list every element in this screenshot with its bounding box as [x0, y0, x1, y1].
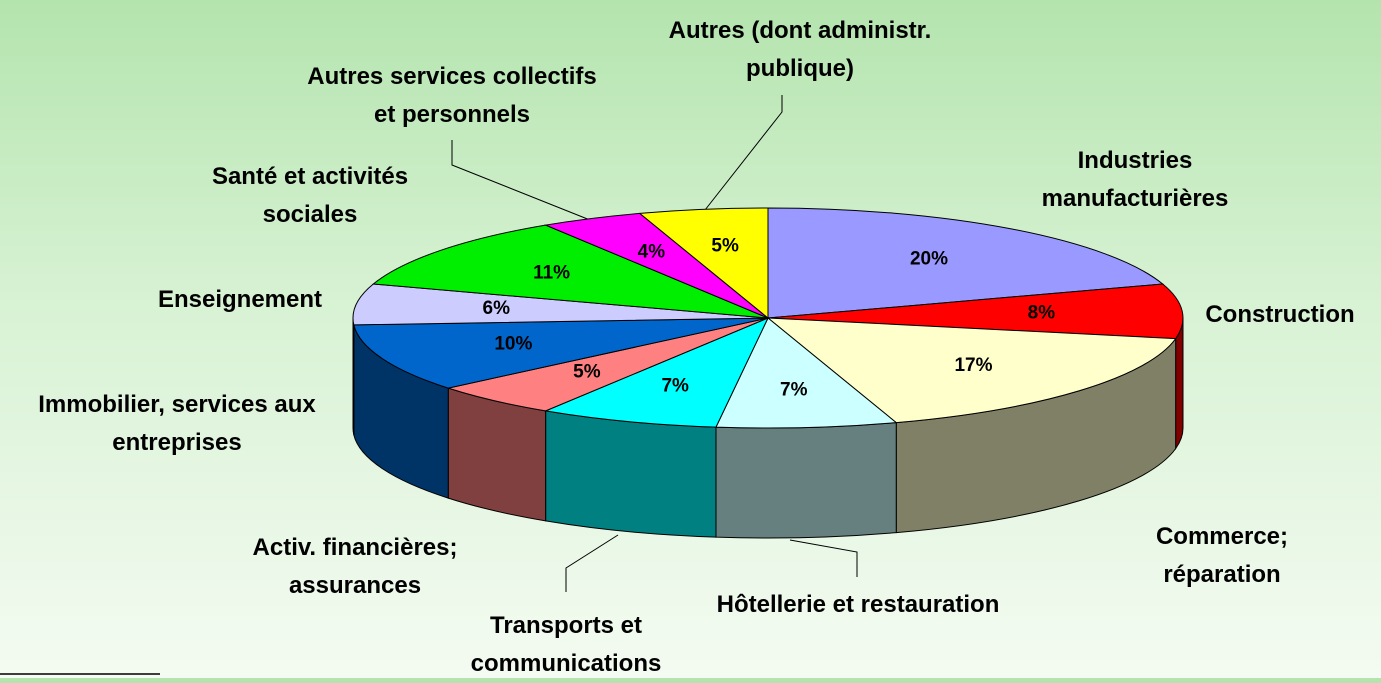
- value-label: 7%: [661, 375, 689, 396]
- slice: [543, 317, 770, 428]
- slice-side: [545, 410, 717, 538]
- leader-line: [704, 95, 783, 211]
- value-labels: 20% 8% 17% 7% 7% 5% 10% 6% 11% 4% 5%: [483, 235, 1056, 400]
- slice: [766, 317, 1177, 424]
- leader-line: [789, 539, 858, 577]
- category-label: Santé et activités sociales: [211, 163, 409, 228]
- slice: [715, 317, 898, 429]
- pie-tops: [352, 207, 1184, 429]
- category-label: Immobilier, services aux entreprises: [38, 391, 316, 456]
- value-label: 7%: [780, 379, 808, 400]
- value-label: 20%: [910, 248, 948, 269]
- category-label: Transports et communications: [470, 612, 662, 677]
- category-label: Commerce; réparation: [1155, 523, 1289, 588]
- value-label: 5%: [711, 235, 739, 256]
- pie-sides: [352, 317, 1184, 539]
- category-label: Autres services collectifs et personnels: [307, 63, 597, 128]
- category-label: Activ. financières; assurances: [252, 534, 458, 599]
- slice-side: [715, 422, 897, 539]
- slice: [638, 207, 769, 320]
- category-label: Autres (dont administr. publique): [668, 17, 932, 82]
- slice: [352, 283, 769, 326]
- value-label: 10%: [494, 334, 532, 355]
- value-label: 11%: [533, 263, 570, 284]
- slice: [767, 283, 1184, 340]
- value-label: 8%: [1028, 302, 1056, 323]
- leader-lines: [451, 95, 858, 592]
- leader-line: [451, 140, 591, 221]
- leader-line: [565, 534, 619, 592]
- value-label: 6%: [483, 298, 511, 319]
- category-label: Enseignement: [157, 286, 323, 313]
- slice-side: [352, 317, 355, 436]
- value-label: 5%: [573, 361, 601, 382]
- slice: [372, 224, 769, 319]
- category-label: Construction: [1205, 301, 1355, 328]
- value-label: 17%: [954, 355, 992, 376]
- category-label: Hôtellerie et restauration: [716, 591, 1000, 618]
- slice: [353, 317, 769, 389]
- slice: [767, 207, 1164, 319]
- category-label: Industries manufacturières: [1041, 147, 1229, 212]
- value-label: 4%: [638, 241, 666, 262]
